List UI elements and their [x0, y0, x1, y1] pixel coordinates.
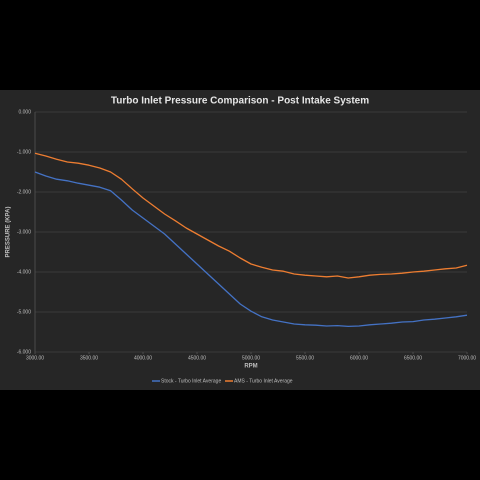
y-tick-label: -5.000: [17, 309, 31, 315]
x-tick-label: 6500.00: [404, 355, 422, 361]
x-tick-label: 3000.00: [26, 355, 44, 361]
y-tick-label: -2.000: [17, 189, 31, 195]
series-line: [34, 152, 468, 279]
x-tick-label: 4000.00: [134, 355, 152, 361]
legend-label: Stock - Turbo Inlet Average: [161, 378, 221, 384]
x-tick-label: 5500.00: [296, 355, 314, 361]
chart-title: Turbo Inlet Pressure Comparison - Post I…: [111, 96, 369, 107]
y-tick-label: -4.000: [17, 269, 31, 275]
y-tick-label: -3.000: [17, 229, 31, 235]
x-tick-label: 6000.00: [350, 355, 368, 361]
x-tick-label: 3500.00: [80, 355, 98, 361]
y-tick-label: -1.000: [17, 149, 31, 155]
series-line: [34, 171, 468, 328]
x-tick-label: 4500.00: [188, 355, 206, 361]
legend-label: AMS - Turbo Inlet Average: [234, 378, 293, 384]
y-tick-label: 0.000: [18, 109, 31, 115]
y-axis-label: PRESSURE (KPA): [6, 207, 12, 258]
y-tick-label: -6.000: [17, 349, 31, 355]
x-axis-label: RPM: [244, 364, 257, 370]
x-tick-label: 5000.00: [242, 355, 260, 361]
chart-area: [0, 90, 480, 390]
x-tick-label: 7000.00: [458, 355, 476, 361]
